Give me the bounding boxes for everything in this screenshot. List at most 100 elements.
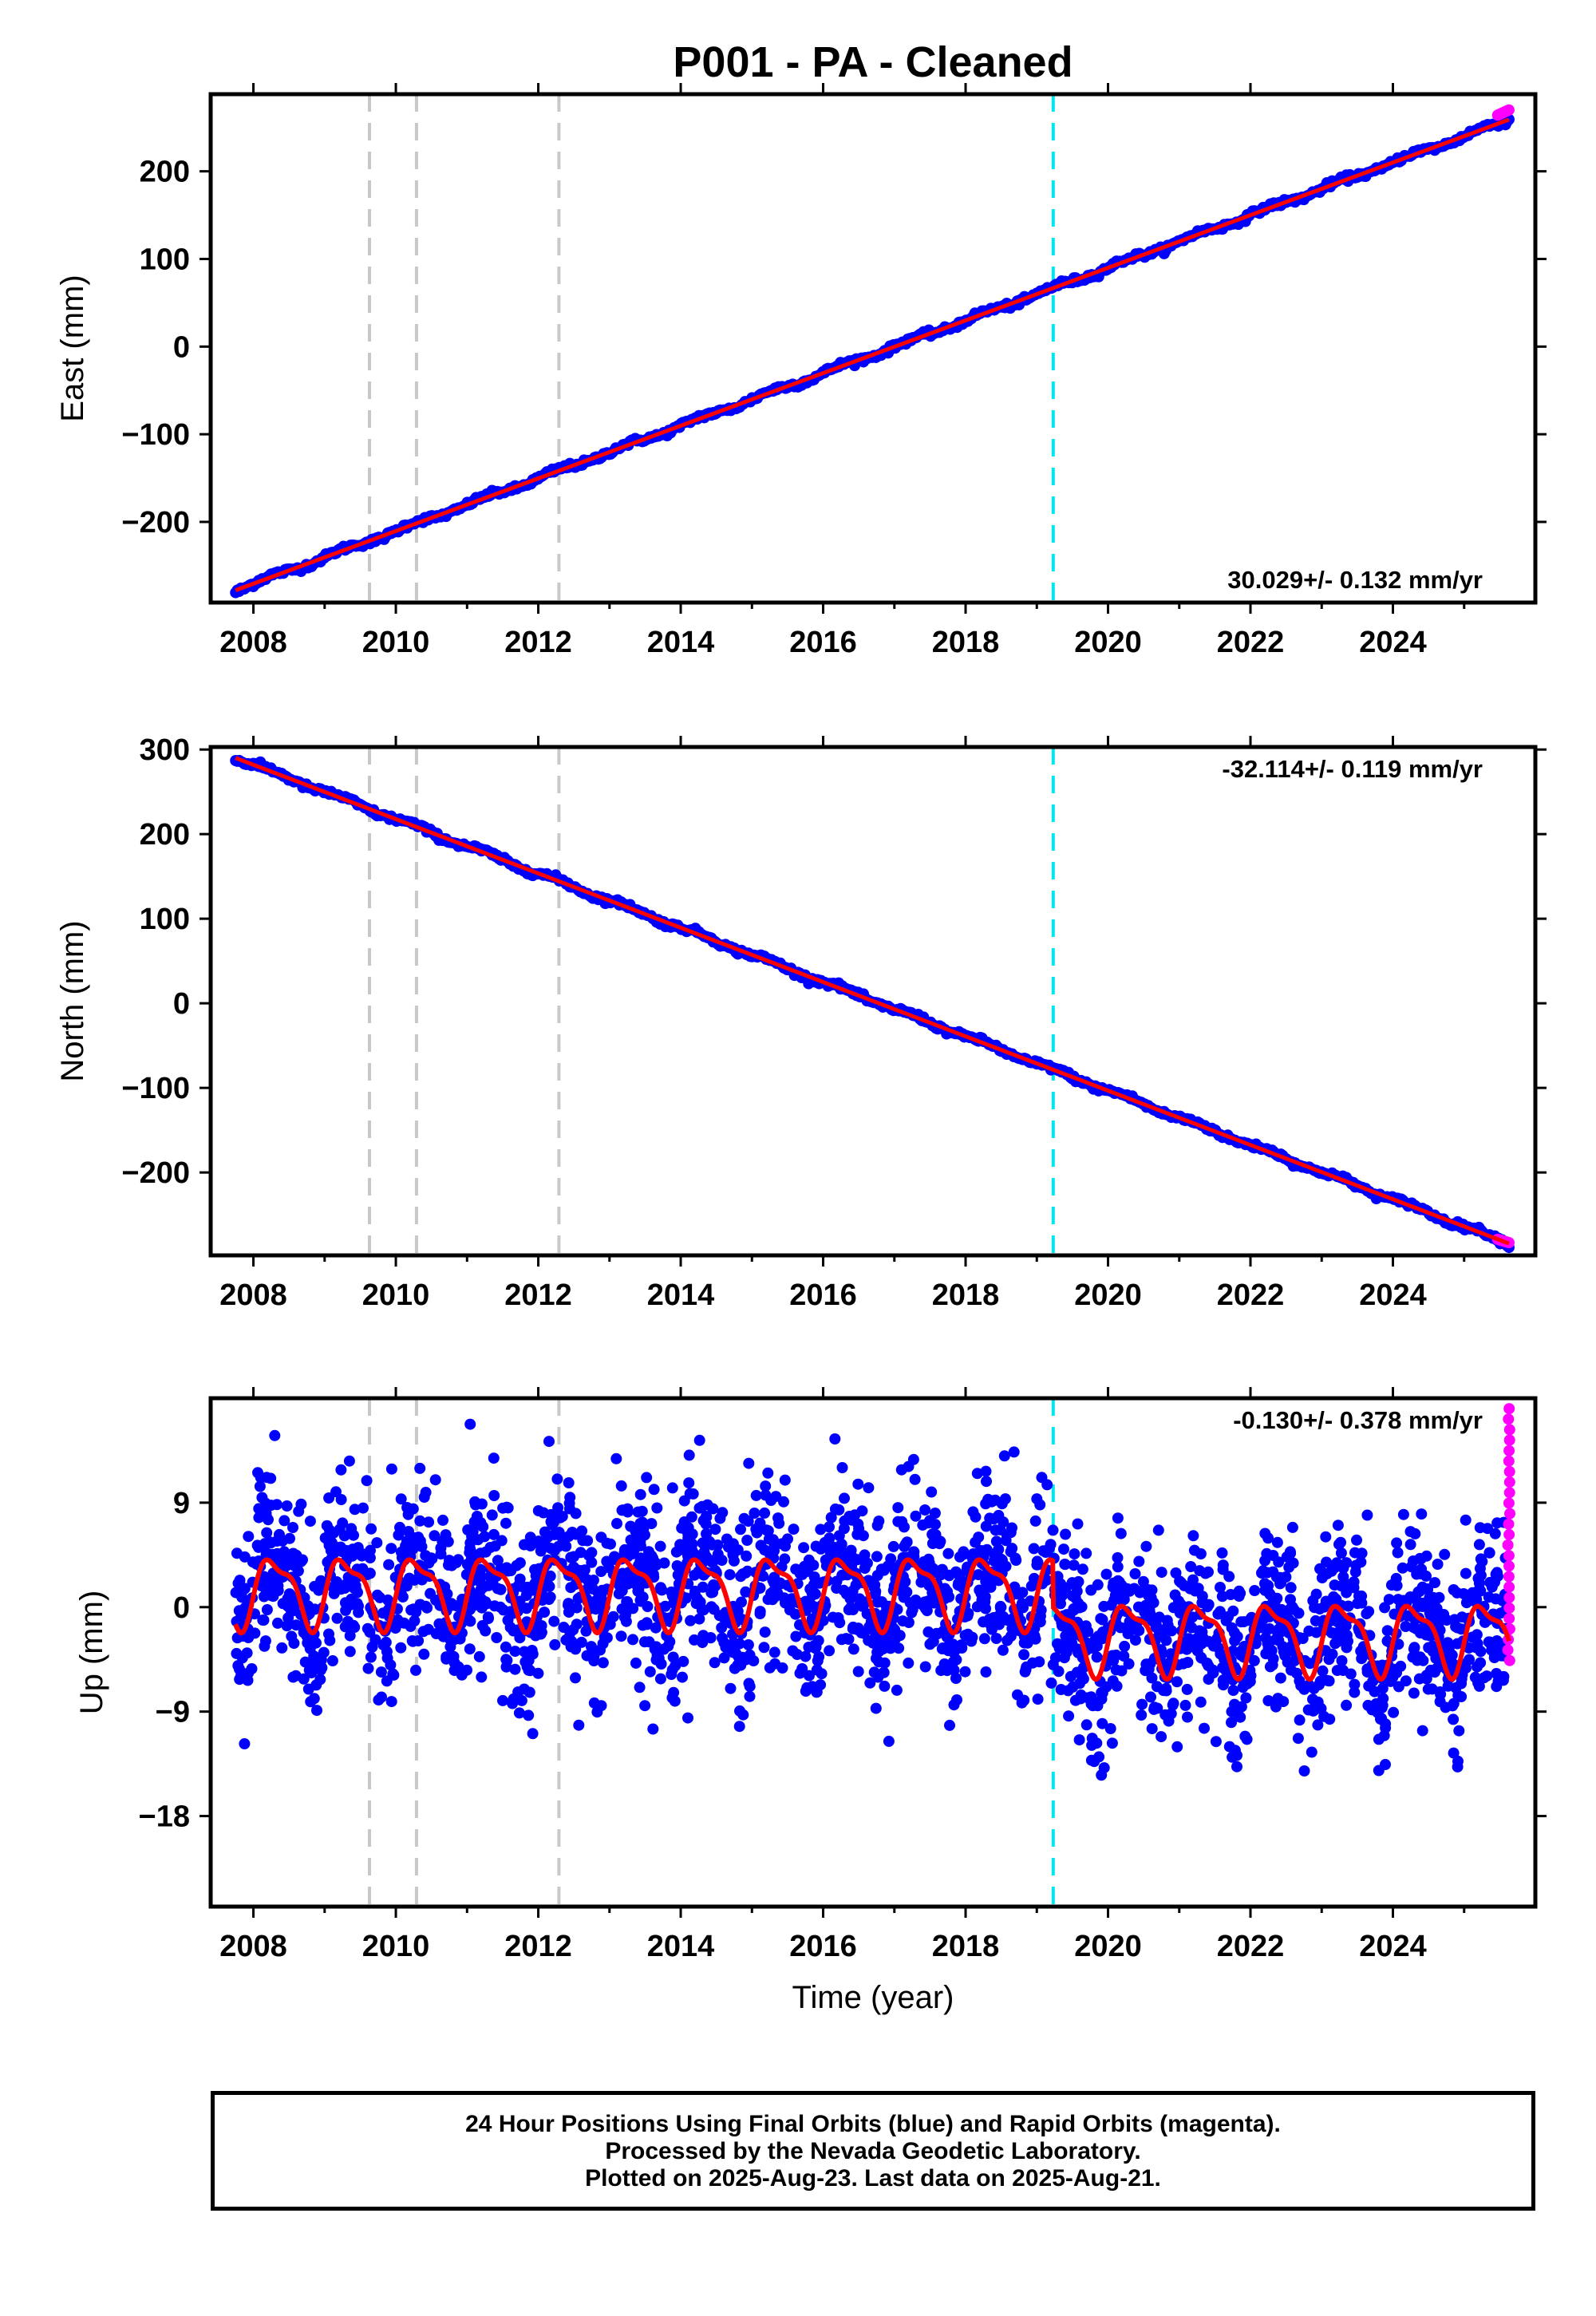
data-point-up (1091, 1640, 1103, 1652)
x-tick-label: 2020 (1074, 1930, 1142, 1963)
data-point-up (836, 1462, 848, 1473)
data-point-up (1472, 1661, 1483, 1673)
data-point-up (871, 1551, 883, 1563)
data-point-up (840, 1633, 852, 1645)
data-point-up (1336, 1655, 1348, 1666)
data-point-up (980, 1465, 992, 1477)
data-point-up (1448, 1584, 1460, 1595)
data-point-up (272, 1617, 283, 1629)
data-point-up (1248, 1654, 1260, 1666)
data-point-up (768, 1646, 780, 1658)
data-point-up (1383, 1594, 1395, 1606)
data-point-up (1491, 1681, 1503, 1693)
x-tick-label: 2024 (1359, 1279, 1427, 1312)
data-point-up (1182, 1711, 1193, 1723)
data-point-up (857, 1530, 869, 1542)
data-point-up (1423, 1642, 1435, 1654)
data-point-up (1439, 1548, 1451, 1560)
data-point-up (659, 1600, 671, 1612)
data-point-up (401, 1580, 413, 1592)
caption-box: 24 Hour Positions Using Final Orbits (bl… (211, 2091, 1535, 2211)
data-point-up (231, 1647, 243, 1659)
data-point-up (944, 1719, 955, 1731)
data-point-up (716, 1622, 728, 1634)
data-point-up (656, 1584, 668, 1596)
data-point-up (1483, 1547, 1495, 1559)
data-point-up (666, 1482, 678, 1494)
data-point-up (1086, 1696, 1098, 1708)
data-point-up (409, 1615, 421, 1626)
data-point-up (380, 1636, 392, 1648)
data-point-up (1025, 1580, 1037, 1592)
data-point-up (1345, 1668, 1357, 1680)
data-point-up (1361, 1608, 1373, 1620)
data-point-up (1420, 1550, 1432, 1562)
data-point-up (389, 1622, 401, 1634)
data-point-up (1392, 1547, 1404, 1559)
data-point-up (1136, 1709, 1148, 1721)
data-point-up (1156, 1567, 1167, 1579)
data-point-up (1044, 1543, 1055, 1555)
data-point-up (1400, 1621, 1412, 1632)
data-point-up (919, 1504, 931, 1516)
data-point-up (839, 1492, 850, 1504)
x-tick-label: 2014 (647, 1930, 715, 1963)
rapid-point-up (1503, 1560, 1515, 1572)
data-point-up (709, 1657, 721, 1669)
data-point-up (838, 1584, 850, 1596)
data-point-up (1226, 1622, 1238, 1634)
data-point-up (811, 1664, 823, 1676)
data-point-up (887, 1622, 899, 1634)
data-point-up (1342, 1600, 1354, 1612)
data-point-up (635, 1595, 647, 1607)
data-point-up (440, 1653, 452, 1665)
data-point-up (744, 1649, 756, 1661)
data-point-up (1460, 1514, 1472, 1526)
data-point-up (1491, 1517, 1503, 1529)
data-point-up (1217, 1662, 1228, 1674)
data-point-up (362, 1662, 374, 1674)
data-point-up (1029, 1515, 1041, 1527)
x-tick-label: 2014 (647, 626, 715, 659)
data-point-up (306, 1603, 318, 1615)
data-point-up (1130, 1634, 1141, 1646)
data-point-up (744, 1690, 756, 1702)
data-point-up (705, 1632, 717, 1644)
data-point-up (1145, 1691, 1156, 1703)
data-point-up (1226, 1705, 1238, 1717)
data-point-up (331, 1612, 343, 1624)
data-point-up (1072, 1643, 1084, 1655)
data-point-up (265, 1500, 277, 1512)
data-point-up (955, 1639, 967, 1651)
data-point-up (675, 1543, 687, 1555)
data-point-up (418, 1648, 430, 1660)
data-point-up (1146, 1723, 1158, 1735)
data-point-up (861, 1557, 873, 1569)
data-point-up (1060, 1630, 1072, 1642)
data-point-up (1393, 1681, 1404, 1693)
data-point-up (1331, 1665, 1343, 1677)
y-tick-label: 0 (173, 987, 190, 1021)
data-point-up (1349, 1566, 1361, 1578)
data-point-up (452, 1554, 464, 1566)
data-point-up (993, 1509, 1005, 1521)
data-point-up (509, 1663, 521, 1675)
data-point-up (950, 1654, 962, 1666)
data-point-up (365, 1651, 377, 1663)
data-point-up (1085, 1584, 1097, 1596)
data-point-up (1171, 1741, 1183, 1753)
data-point-up (744, 1681, 756, 1693)
data-point-up (754, 1517, 766, 1529)
data-point-up (586, 1547, 598, 1559)
x-tick-label: 2022 (1217, 1930, 1285, 1963)
data-point-up (519, 1656, 531, 1668)
caption-line-3: Plotted on 2025-Aug-23. Last data on 202… (585, 2165, 1161, 2192)
data-point-up (627, 1634, 638, 1646)
data-point-up (1315, 1702, 1327, 1714)
data-point-up (1160, 1685, 1172, 1697)
data-point-up (1175, 1577, 1187, 1588)
data-point-up (906, 1607, 918, 1618)
data-point-up (258, 1508, 270, 1520)
data-point-up (1128, 1583, 1140, 1595)
data-point-up (646, 1518, 658, 1530)
